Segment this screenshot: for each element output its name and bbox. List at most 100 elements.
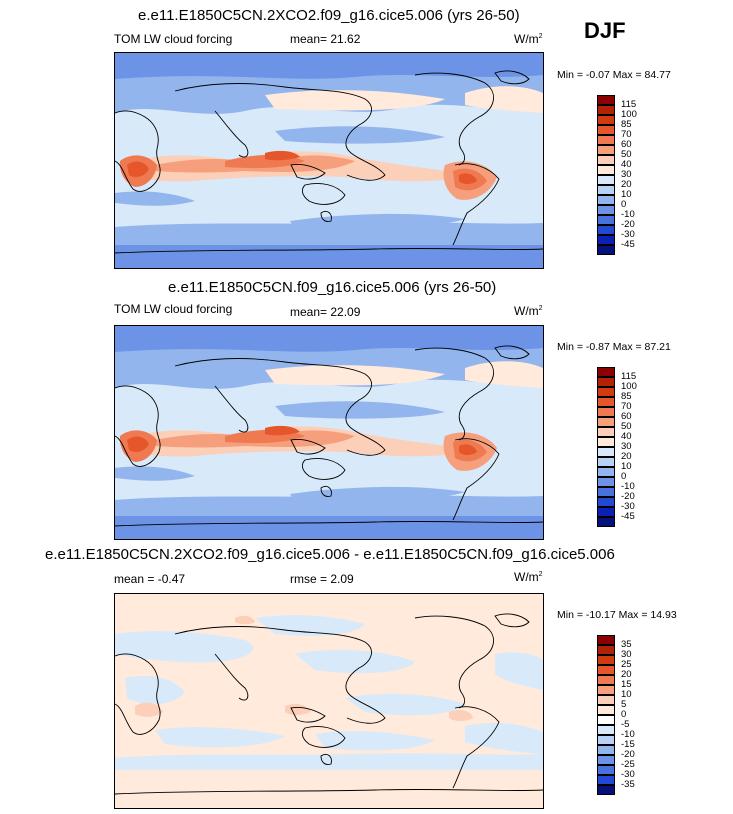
colorbar-swatch bbox=[597, 125, 615, 135]
colorbar-swatch bbox=[597, 407, 615, 417]
colorbar-label: 60 bbox=[621, 139, 632, 150]
colorbar-swatch bbox=[597, 457, 615, 467]
colorbar-swatch bbox=[597, 705, 615, 715]
panel-3-units: W/m2 bbox=[514, 570, 543, 584]
colorbar-label: 0 bbox=[621, 199, 627, 210]
colorbar-label: 30 bbox=[621, 441, 632, 452]
colorbar-swatch bbox=[597, 417, 615, 427]
colorbar-swatch bbox=[597, 517, 615, 527]
colorbar-swatch bbox=[597, 487, 615, 497]
colorbar-swatch bbox=[597, 735, 615, 745]
panel-2-variable-label: TOM LW cloud forcing bbox=[114, 302, 233, 316]
colorbar-swatch bbox=[597, 755, 615, 765]
colorbar-swatch bbox=[597, 235, 615, 245]
colorbar-label: 10 bbox=[621, 461, 632, 472]
colorbar-label: -10 bbox=[621, 481, 635, 492]
colorbar-label: 0 bbox=[621, 471, 627, 482]
colorbar-swatch bbox=[597, 715, 615, 725]
panel-3-map bbox=[114, 593, 544, 809]
colorbar-label: -10 bbox=[621, 729, 635, 740]
colorbar-label: 30 bbox=[621, 169, 632, 180]
colorbar-label: 30 bbox=[621, 649, 632, 660]
colorbar-label: 60 bbox=[621, 411, 632, 422]
colorbar-label: 20 bbox=[621, 179, 632, 190]
colorbar-swatch bbox=[597, 95, 615, 105]
colorbar-swatch bbox=[597, 185, 615, 195]
colorbar-swatch bbox=[597, 437, 615, 447]
colorbar-label: -20 bbox=[621, 219, 635, 230]
colorbar-label: -35 bbox=[621, 779, 635, 790]
panel-1-title: e.e11.E1850C5CN.2XCO2.f09_g16.cice5.006 … bbox=[138, 7, 520, 24]
panel-3-mean-label: mean = -0.47 bbox=[114, 572, 186, 586]
colorbar-label: -20 bbox=[621, 749, 635, 760]
colorbar-swatch bbox=[597, 367, 615, 377]
colorbar-label: 115 bbox=[621, 371, 637, 382]
colorbar-label: 70 bbox=[621, 129, 632, 140]
colorbar-swatch bbox=[597, 645, 615, 655]
colorbar-swatch bbox=[597, 655, 615, 665]
colorbar-label: 10 bbox=[621, 689, 632, 700]
colorbar-swatch bbox=[597, 477, 615, 487]
colorbar-label: -20 bbox=[621, 491, 635, 502]
panel-2-mean-label: mean= 22.09 bbox=[290, 305, 361, 319]
colorbar-label: 100 bbox=[621, 109, 637, 120]
colorbar-swatch bbox=[597, 225, 615, 235]
colorbar-swatch bbox=[597, 145, 615, 155]
colorbar-swatch bbox=[597, 765, 615, 775]
colorbar-label: 100 bbox=[621, 381, 637, 392]
panel-3-rmse-label: rmse = 2.09 bbox=[290, 572, 354, 586]
colorbar-swatch bbox=[597, 685, 615, 695]
panel-2-units: W/m2 bbox=[514, 304, 543, 318]
colorbar-swatch bbox=[597, 507, 615, 517]
panel-3-title: e.e11.E1850C5CN.2XCO2.f09_g16.cice5.006 … bbox=[45, 546, 615, 563]
colorbar-swatch bbox=[597, 135, 615, 145]
colorbar-label: 40 bbox=[621, 159, 632, 170]
colorbar-swatch bbox=[597, 745, 615, 755]
colorbar-label: -45 bbox=[621, 511, 635, 522]
colorbar-label: 5 bbox=[621, 699, 627, 710]
colorbar-label: 50 bbox=[621, 421, 632, 432]
panel-1-map bbox=[114, 52, 544, 269]
colorbar-label: -45 bbox=[621, 239, 635, 250]
colorbar-swatch bbox=[597, 695, 615, 705]
colorbar-swatch bbox=[597, 675, 615, 685]
colorbar-label: 70 bbox=[621, 401, 632, 412]
colorbar-swatch bbox=[597, 785, 615, 795]
colorbar-swatch bbox=[597, 397, 615, 407]
season-label: DJF bbox=[584, 18, 626, 43]
colorbar-swatch bbox=[597, 155, 615, 165]
panel-1-units: W/m2 bbox=[514, 32, 543, 46]
colorbar-label: 115 bbox=[621, 99, 637, 110]
colorbar-swatch bbox=[597, 215, 615, 225]
colorbar-swatch bbox=[597, 165, 615, 175]
panel-1-mean-label: mean= 21.62 bbox=[290, 32, 361, 46]
colorbar-swatch bbox=[597, 205, 615, 215]
colorbar-swatch bbox=[597, 245, 615, 255]
colorbar-label: 85 bbox=[621, 391, 632, 402]
panel-1-minmax: Min = -0.07 Max = 84.77 bbox=[557, 69, 671, 81]
colorbar-label: 20 bbox=[621, 451, 632, 462]
panel-2-title: e.e11.E1850C5CN.f09_g16.cice5.006 (yrs 2… bbox=[168, 279, 497, 296]
colorbar-label: -5 bbox=[621, 719, 630, 730]
colorbar-swatch bbox=[597, 195, 615, 205]
colorbar-label: -25 bbox=[621, 759, 635, 770]
colorbar-swatch bbox=[597, 377, 615, 387]
panel-2-minmax: Min = -0.87 Max = 87.21 bbox=[557, 341, 671, 353]
panel-1-variable-label: TOM LW cloud forcing bbox=[114, 32, 233, 46]
colorbar-label: 50 bbox=[621, 149, 632, 160]
colorbar-label: 25 bbox=[621, 659, 632, 670]
colorbar-swatch bbox=[597, 725, 615, 735]
colorbar-swatch bbox=[597, 635, 615, 645]
colorbar-swatch bbox=[597, 387, 615, 397]
colorbar-swatch bbox=[597, 497, 615, 507]
colorbar-swatch bbox=[597, 467, 615, 477]
panel-3-minmax: Min = -10.17 Max = 14.93 bbox=[557, 609, 677, 621]
colorbar-label: -15 bbox=[621, 739, 635, 750]
colorbar-label: 35 bbox=[621, 639, 632, 650]
colorbar-label: -30 bbox=[621, 229, 635, 240]
colorbar-label: 20 bbox=[621, 669, 632, 680]
colorbar-label: 85 bbox=[621, 119, 632, 130]
colorbar-swatch bbox=[597, 175, 615, 185]
colorbar-swatch bbox=[597, 447, 615, 457]
colorbar-swatch bbox=[597, 115, 615, 125]
